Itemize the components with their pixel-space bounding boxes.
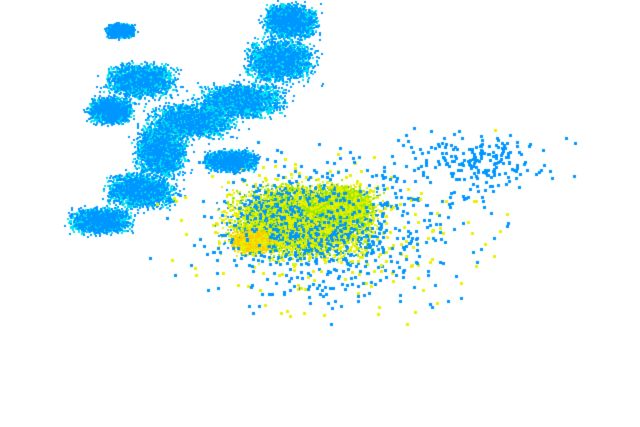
radar-echo-map [0, 0, 640, 427]
